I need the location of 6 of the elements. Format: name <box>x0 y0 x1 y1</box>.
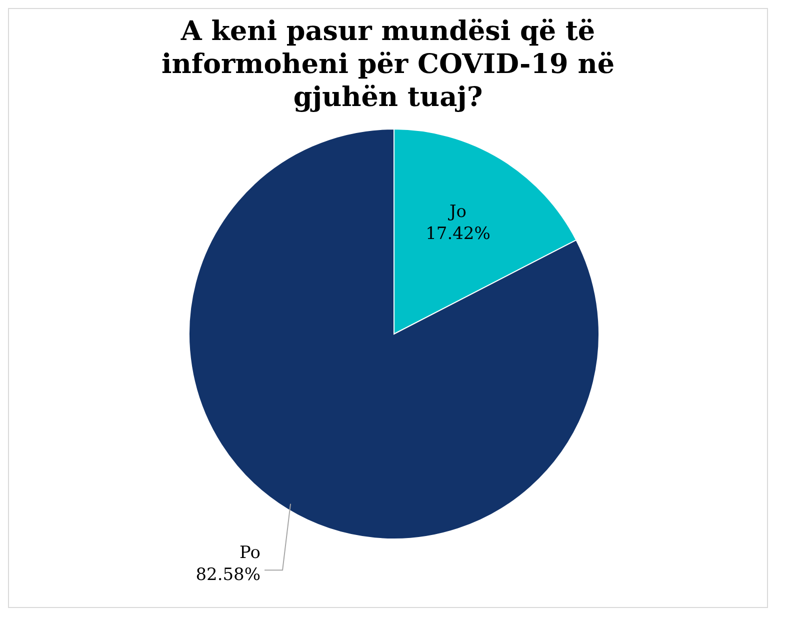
slice-label: Jo <box>447 202 467 222</box>
pie-slice <box>188 128 600 540</box>
data-label: 82.58% <box>196 565 261 586</box>
slice-label: Po <box>240 543 261 564</box>
data-label: 17.42% <box>426 224 490 244</box>
chart-title: A keni pasur mundësi që të informoheni për COVID-19 në gjuhën tuaj? <box>160 15 616 114</box>
